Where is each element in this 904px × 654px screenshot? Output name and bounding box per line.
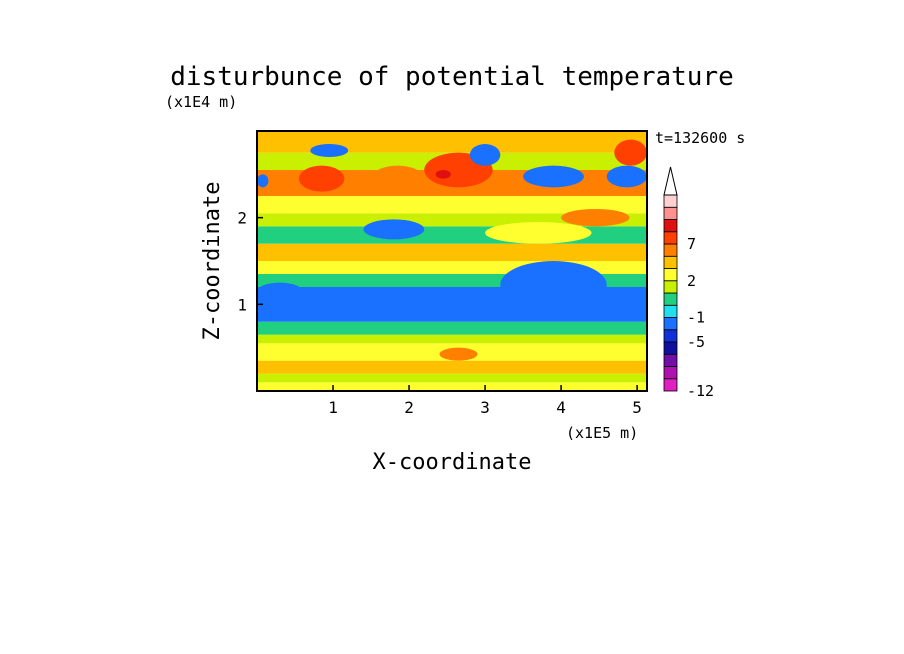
x-axis-label: X-coordinate bbox=[373, 450, 532, 475]
y-axis: 12 bbox=[237, 209, 263, 314]
colorbar-segment-15 bbox=[663, 194, 678, 208]
colorbar-label-2: -1 bbox=[687, 309, 705, 327]
colorbar: 7 2 -1 -5 -12 bbox=[663, 166, 714, 400]
field-patch-3 bbox=[435, 170, 451, 179]
field-patch-14 bbox=[614, 139, 647, 166]
field-band-1 bbox=[257, 373, 647, 383]
x-tick-label-2: 3 bbox=[480, 398, 490, 417]
colorbar-segment-10 bbox=[663, 255, 678, 269]
field-patch-1 bbox=[371, 165, 425, 192]
field-patch-5 bbox=[485, 222, 592, 244]
time-label: t=132600 s bbox=[655, 129, 745, 147]
colorbar-label-3: -5 bbox=[687, 333, 705, 351]
colorbar-segment-14 bbox=[663, 206, 678, 220]
field-band-9 bbox=[257, 243, 647, 261]
colorbar-segment-8 bbox=[663, 280, 678, 294]
colorbar-segment-2 bbox=[663, 353, 678, 367]
field-band-15 bbox=[257, 131, 647, 153]
colorbar-segment-7 bbox=[663, 292, 678, 306]
y-unit-label: (x1E4 m) bbox=[165, 93, 237, 111]
x-tick-label-1: 2 bbox=[404, 398, 414, 417]
field-band-4 bbox=[257, 334, 647, 344]
field-band-0 bbox=[257, 382, 647, 391]
field-patch-6 bbox=[561, 209, 630, 227]
x-axis: 1 2 3 4 5 bbox=[328, 385, 642, 417]
colorbar-segment-9 bbox=[663, 268, 678, 282]
field-patch-8 bbox=[606, 165, 647, 188]
colorbar-label-0: 7 bbox=[687, 235, 696, 253]
x-tick-label-0: 1 bbox=[328, 398, 338, 417]
field-patch-4 bbox=[363, 219, 425, 240]
field-patch-10 bbox=[469, 144, 501, 166]
x-tick-label-3: 4 bbox=[556, 398, 566, 417]
y-tick-label-1: 2 bbox=[237, 209, 247, 228]
field-patch-11 bbox=[500, 261, 607, 309]
y-axis-label: Z-coordinate bbox=[200, 182, 225, 341]
colorbar-segment-6 bbox=[663, 304, 678, 318]
x-unit-label: (x1E5 m) bbox=[566, 424, 638, 442]
colorbar-segment-11 bbox=[663, 243, 678, 257]
colorbar-segment-0 bbox=[663, 378, 678, 392]
field-patch-7 bbox=[523, 165, 584, 188]
colorbar-segment-3 bbox=[663, 341, 678, 355]
field-patch-12 bbox=[257, 282, 303, 301]
colorbar-segment-1 bbox=[663, 366, 678, 380]
colorbar-label-4: -12 bbox=[687, 382, 714, 400]
field-band-5 bbox=[257, 321, 647, 335]
plot-frame bbox=[256, 130, 648, 392]
x-tick-label-4: 5 bbox=[632, 398, 642, 417]
field-patch-9 bbox=[310, 144, 349, 157]
colorbar-segment-4 bbox=[663, 329, 678, 343]
chart-title: disturbunce of potential temperature bbox=[170, 62, 734, 92]
field-patch-15 bbox=[439, 347, 478, 361]
y-tick-label-0: 1 bbox=[237, 295, 247, 314]
contour-field bbox=[257, 131, 647, 391]
field-patch-0 bbox=[298, 165, 345, 192]
field-patch-13 bbox=[257, 174, 269, 188]
colorbar-segment-13 bbox=[663, 219, 678, 233]
field-band-2 bbox=[257, 360, 647, 374]
colorbar-segment-12 bbox=[663, 231, 678, 245]
field-band-12 bbox=[257, 196, 647, 214]
colorbar-label-1: 2 bbox=[687, 272, 696, 290]
colorbar-segment-5 bbox=[663, 317, 678, 331]
colorbar-extend-arrow bbox=[663, 166, 678, 196]
